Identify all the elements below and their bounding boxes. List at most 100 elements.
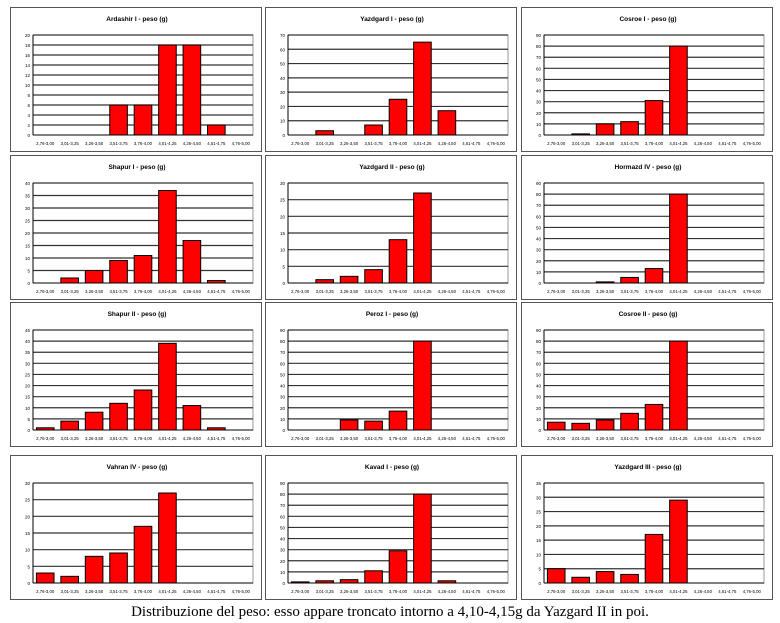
x-tick-label: 4,76-5,00	[743, 589, 762, 594]
histogram-bar	[84, 555, 104, 584]
histogram-chart: Cosroe I - peso (g) 0 10 20 30 40 50 60 70 80 90 2,…	[536, 16, 765, 146]
y-tick-label: 30	[280, 90, 286, 95]
chart-title: Shapur II - peso (g)	[108, 311, 167, 318]
y-tick-label: 25	[25, 219, 31, 224]
y-tick-label: 90	[280, 481, 286, 486]
x-tick-label: 2,76-3,00	[36, 289, 55, 294]
x-tick-label: 4,51-4,75	[207, 141, 226, 146]
histogram-bar	[84, 270, 104, 284]
y-tick-label: 60	[280, 514, 286, 519]
chart-panel: Shapur II - peso (g) 0 5 10 15 20 25 30 35 40 45 2,…	[10, 302, 262, 447]
x-tick-label: 4,76-5,00	[743, 289, 762, 294]
y-tick-label: 0	[538, 428, 541, 433]
histogram-bar	[595, 571, 615, 584]
y-tick-label: 30	[536, 248, 542, 253]
histogram-bar	[133, 104, 153, 136]
x-tick-label: 4,76-5,00	[232, 589, 251, 594]
chart-panel: Hormazd IV - peso (g) 0 10 20 30 40 50 60 70 80 90…	[521, 155, 773, 300]
y-tick-label: 15	[536, 538, 542, 543]
x-tick-label: 3,76-4,00	[645, 289, 664, 294]
y-tick-label: 15	[25, 244, 31, 249]
histogram-bar	[546, 568, 566, 584]
y-tick-label: 5	[27, 269, 30, 274]
y-tick-label: 20	[536, 111, 542, 116]
x-tick-label: 4,26-4,50	[438, 141, 457, 146]
y-tick-label: 10	[280, 417, 286, 422]
x-tick-label: 4,26-4,50	[183, 141, 202, 146]
histogram-bar	[207, 280, 226, 284]
y-tick-label: 90	[536, 33, 542, 38]
x-tick-label: 3,26-3,50	[596, 436, 615, 441]
x-tick-label: 4,51-4,75	[462, 589, 481, 594]
x-tick-label: 3,76-4,00	[134, 436, 153, 441]
histogram-bar	[388, 239, 408, 284]
chart-title: Yazdgard I - peso (g)	[360, 16, 424, 23]
y-tick-label: 30	[280, 395, 286, 400]
histogram-bar	[595, 419, 615, 431]
y-tick-label: 35	[536, 481, 542, 486]
histogram-bar	[364, 420, 383, 431]
histogram-bar	[339, 275, 359, 284]
x-tick-label: 4,51-4,75	[207, 436, 226, 441]
x-tick-label: 3,01-3,25	[61, 436, 80, 441]
y-tick-label: 30	[25, 361, 31, 366]
y-tick-label: 10	[25, 83, 31, 88]
histogram-bar	[339, 579, 359, 584]
plot-area	[543, 182, 765, 284]
y-tick-label: 20	[280, 104, 286, 109]
y-tick-label: 20	[536, 259, 542, 264]
histogram-bar	[437, 580, 457, 584]
x-tick-label: 4,01-4,25	[413, 589, 432, 594]
histogram-bar	[109, 552, 128, 584]
y-tick-label: 10	[25, 548, 31, 553]
x-tick-label: 4,51-4,75	[718, 289, 737, 294]
y-tick-label: 40	[280, 76, 286, 81]
x-tick-label: 3,51-3,75	[620, 141, 639, 146]
x-tick-label: 4,01-4,25	[158, 289, 177, 294]
histogram-chart: Cosroe II - peso (g) 0 10 20 30 40 50 60 70 80 90 2…	[536, 311, 765, 441]
chart-panel: Ardashir I - peso (g) 0 2 4 6 8 10 12 14 16 18 20 2,…	[10, 7, 262, 152]
y-tick-label: 40	[25, 339, 31, 344]
x-tick-label: 4,01-4,25	[669, 436, 688, 441]
x-tick-label: 3,26-3,50	[340, 141, 359, 146]
x-tick-label: 4,01-4,25	[669, 289, 688, 294]
x-tick-label: 4,26-4,50	[438, 436, 457, 441]
y-tick-label: 6	[27, 103, 30, 108]
chart-panel: Yazdgard III - peso (g) 0 5 10 15 20 25 30 35 2,7…	[521, 455, 773, 600]
x-tick-label: 4,26-4,50	[183, 289, 202, 294]
y-tick-label: 70	[280, 503, 286, 508]
x-tick-label: 4,76-5,00	[232, 141, 251, 146]
x-tick-label: 4,01-4,25	[413, 289, 432, 294]
histogram-chart: Shapur I - peso (g) 0 5 10 15 20 25 30 35 40 2,76-…	[25, 164, 254, 294]
histogram-bar	[109, 104, 128, 136]
y-tick-label: 40	[25, 181, 31, 186]
x-tick-label: 2,76-3,00	[291, 436, 310, 441]
histogram-chart: Yazdgard III - peso (g) 0 5 10 15 20 25 30 35 2,7…	[536, 464, 765, 594]
y-tick-label: 50	[280, 525, 286, 530]
histogram-bar	[133, 255, 153, 284]
y-tick-label: 10	[536, 417, 542, 422]
histogram-bar	[315, 580, 334, 584]
x-tick-label: 4,51-4,75	[207, 589, 226, 594]
y-tick-label: 25	[25, 498, 31, 503]
histogram-bar	[207, 427, 226, 431]
x-tick-label: 4,51-4,75	[462, 141, 481, 146]
x-tick-label: 2,76-3,00	[36, 436, 55, 441]
y-tick-label: 80	[280, 339, 286, 344]
y-tick-label: 10	[25, 256, 31, 261]
x-tick-label: 4,01-4,25	[158, 436, 177, 441]
x-tick-label: 4,01-4,25	[413, 436, 432, 441]
chart-panel: Peroz I - peso (g) 0 10 20 30 40 50 60 70 80 90 2,7…	[265, 302, 517, 447]
y-tick-label: 35	[25, 350, 31, 355]
x-tick-label: 4,76-5,00	[487, 141, 506, 146]
x-tick-label: 4,26-4,50	[183, 589, 202, 594]
y-tick-label: 50	[536, 77, 542, 82]
histogram-bar	[364, 570, 383, 584]
y-tick-label: 60	[536, 361, 542, 366]
y-tick-label: 10	[536, 552, 542, 557]
histogram-chart: Hormazd IV - peso (g) 0 10 20 30 40 50 60 70 80 90…	[536, 164, 765, 294]
histogram-chart: Yazdgard II - peso (g) 0 5 10 15 20 25 30 2,76-3…	[280, 164, 509, 294]
y-tick-label: 20	[25, 33, 31, 38]
y-tick-label: 5	[27, 564, 30, 569]
x-tick-label: 3,51-3,75	[364, 141, 383, 146]
